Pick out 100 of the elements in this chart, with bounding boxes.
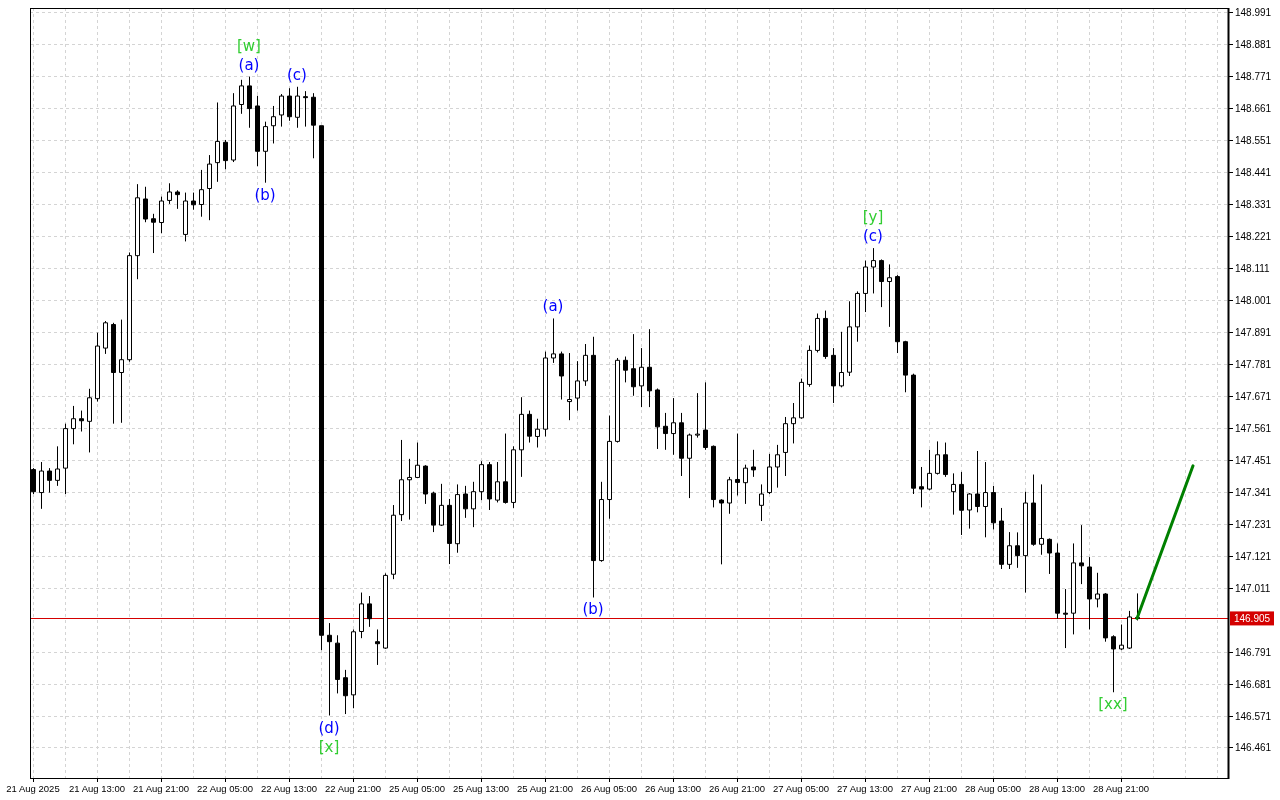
candlestick — [879, 258, 884, 308]
candlestick — [1127, 610, 1132, 650]
y-tick-label: 147.561 — [1235, 422, 1272, 434]
candlestick — [1103, 592, 1108, 643]
x-tick-label: 28 Aug 05:00 — [965, 783, 1021, 794]
candlestick — [639, 347, 644, 408]
candlestick — [527, 410, 532, 444]
annotation: [w] — [237, 36, 261, 55]
candlestick — [623, 356, 628, 383]
candlestick — [143, 186, 148, 223]
candlestick — [167, 182, 172, 205]
candlestick — [159, 196, 164, 234]
candlestick — [431, 491, 436, 533]
candlestick — [1047, 537, 1052, 575]
y-tick-label: 148.881 — [1235, 38, 1272, 50]
candlestick — [1095, 572, 1100, 608]
candlestick — [1135, 592, 1140, 621]
candlestick — [303, 90, 308, 128]
candlestick — [671, 397, 676, 456]
candlestick — [631, 333, 636, 397]
annotation: (a) — [238, 55, 260, 74]
annotation: (a) — [542, 297, 564, 316]
candlestick — [711, 444, 716, 508]
y-tick-label: 147.671 — [1235, 390, 1272, 402]
candlestick — [375, 628, 380, 666]
candlestick — [295, 86, 300, 129]
candlestick — [415, 442, 420, 479]
candlestick — [63, 423, 68, 495]
candlestick — [975, 450, 980, 513]
candlestick — [751, 449, 756, 478]
candlestick — [487, 461, 492, 511]
candlestick — [679, 412, 684, 477]
annotation: [y] — [862, 208, 884, 227]
x-tick-label: 25 Aug 21:00 — [517, 783, 573, 794]
candlestick — [543, 351, 548, 437]
candlestick — [71, 405, 76, 445]
y-tick-label: 148.441 — [1235, 166, 1272, 178]
x-tick-label: 22 Aug 05:00 — [197, 783, 253, 794]
candlestick — [663, 412, 668, 451]
x-tick-label: 25 Aug 13:00 — [453, 783, 509, 794]
x-tick-label: 22 Aug 21:00 — [325, 783, 381, 794]
candlestick — [519, 396, 524, 478]
candlestick — [327, 622, 332, 716]
candlestick — [311, 92, 316, 159]
candlestick — [615, 357, 620, 444]
candlestick — [767, 453, 772, 495]
candlestick — [1007, 531, 1012, 570]
x-tick-label: 22 Aug 13:00 — [261, 783, 317, 794]
candlestick — [791, 402, 796, 444]
candlestick — [783, 416, 788, 477]
candlestick — [111, 322, 116, 425]
candlestick — [887, 263, 892, 328]
candlestick — [247, 76, 252, 129]
candlestick — [79, 410, 84, 433]
candlestick — [231, 92, 236, 163]
annotation: (d) — [318, 718, 340, 737]
candlestick — [575, 360, 580, 412]
annotation: [x] — [318, 737, 340, 756]
x-tick-label: 21 Aug 13:00 — [69, 783, 125, 794]
candlestick — [535, 418, 540, 448]
candlestick — [847, 300, 852, 377]
candlestick — [911, 373, 916, 495]
candlestick — [263, 121, 268, 184]
candlestick — [119, 319, 124, 424]
candlestick — [959, 471, 964, 536]
candlestick — [55, 445, 60, 487]
candlestick — [39, 461, 44, 510]
candlestick — [471, 481, 476, 528]
candlestick — [823, 310, 828, 360]
candlestick — [127, 251, 132, 363]
y-tick-label: 147.231 — [1235, 518, 1272, 530]
y-tick-label: 148.771 — [1235, 70, 1272, 82]
y-tick-label: 148.661 — [1235, 102, 1272, 114]
annotation: (b) — [254, 185, 276, 204]
candlestick — [775, 444, 780, 489]
candlestick — [599, 481, 604, 563]
candlestick — [871, 247, 876, 294]
candlestick — [799, 378, 804, 420]
candlestick — [1087, 556, 1092, 630]
candlestick — [1079, 524, 1084, 585]
candlestick — [199, 169, 204, 218]
candlestick — [559, 351, 564, 401]
candlestick — [207, 154, 212, 221]
candlestick — [183, 192, 188, 242]
candlestick — [991, 485, 996, 530]
candlestick — [95, 332, 100, 403]
candlestick — [423, 464, 428, 505]
candlestick — [743, 464, 748, 505]
y-tick-label: 146.571 — [1235, 710, 1272, 721]
candlestick — [479, 460, 484, 501]
candlestick — [335, 634, 340, 694]
candlestick — [807, 344, 812, 388]
x-tick-label: 27 Aug 21:00 — [901, 783, 957, 794]
annotation: [xx] — [1098, 695, 1128, 714]
candlestick — [511, 445, 516, 509]
candlestick — [367, 595, 372, 628]
candlestick — [359, 592, 364, 639]
candlestick — [151, 213, 156, 254]
candlestick — [1031, 474, 1036, 547]
y-tick-label: 148.991 — [1235, 6, 1272, 18]
